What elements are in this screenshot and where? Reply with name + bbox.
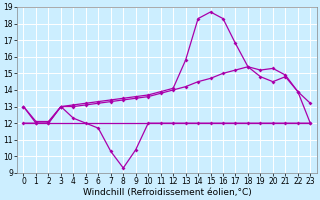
X-axis label: Windchill (Refroidissement éolien,°C): Windchill (Refroidissement éolien,°C): [83, 188, 251, 197]
